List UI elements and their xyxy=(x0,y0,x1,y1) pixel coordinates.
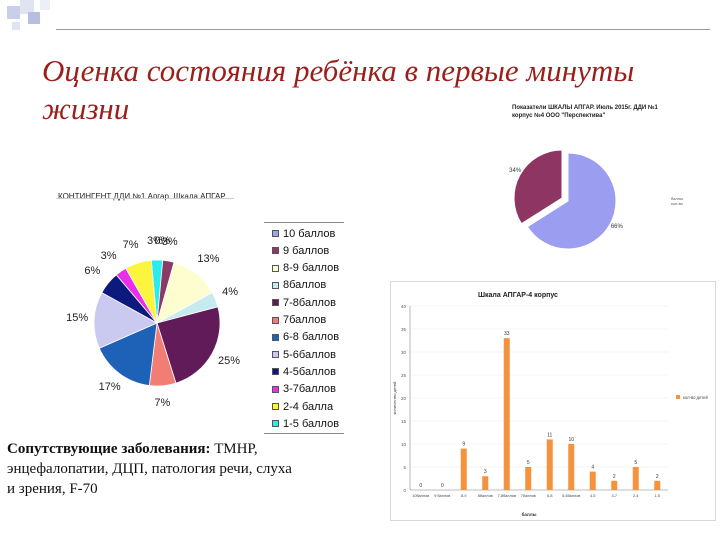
pie1-data-label: 25% xyxy=(217,355,240,368)
pie1-data-label: 3% xyxy=(161,236,178,249)
pie1-legend-item: 3-7баллов xyxy=(272,381,336,398)
comorbidities-line-2: энцефалопатии, ДЦП, патология речи, слух… xyxy=(7,461,292,477)
pie2-title: Показатели ШКАЛЫ АПГАР. Июль 2015г. ДДИ … xyxy=(512,105,658,119)
pie1-data-label: 15% xyxy=(66,312,89,325)
pie1-slice xyxy=(156,261,213,324)
pie1-legend-label: 4-5баллов xyxy=(283,365,336,378)
corner-square xyxy=(20,0,34,14)
pie1-legend-item: 2-4 балла xyxy=(272,398,333,415)
pie1-legend: 10 баллов 9 баллов 8-9 баллов 8баллов 7-8бал… xyxy=(264,222,344,434)
pie1-legend-item: 5-6баллов xyxy=(272,346,336,363)
pie1-slice xyxy=(125,259,158,324)
pie1-legend-swatch xyxy=(272,420,279,428)
slide-title: Оценка состояния ребёнка в первые минуты… xyxy=(42,53,635,126)
comorbidities-line-3: и зрения, F-70 xyxy=(7,481,98,497)
pie1-data-label: 13% xyxy=(197,252,220,265)
corner-square xyxy=(40,0,50,10)
header-rule xyxy=(56,29,710,30)
pie1-legend-swatch xyxy=(272,316,279,324)
pie1-data-label: 4% xyxy=(222,285,239,298)
pie1-slice xyxy=(148,322,177,387)
pie1-slice xyxy=(156,259,175,324)
pie1-data-label: 7% xyxy=(154,396,171,409)
pie1-legend-item: 10 баллов xyxy=(272,225,335,242)
pie1-legend-label: 2-4 балла xyxy=(283,400,334,413)
pie1-legend-item: 4-5баллов xyxy=(272,363,336,380)
comorbidities-line-1: ТМНР, xyxy=(210,441,258,457)
pie2-slice xyxy=(513,149,563,225)
pie1-legend-swatch xyxy=(272,403,279,410)
pie1-data-label: 3% xyxy=(147,235,163,247)
pie1-legend-swatch xyxy=(272,247,279,255)
pie2-legend: баллы кол-во xyxy=(671,196,683,206)
pie1-legend-item: 7-8баллов xyxy=(272,294,336,311)
pie1-legend-item: 9 баллов xyxy=(272,242,329,259)
pie1-legend-swatch xyxy=(272,230,279,237)
pie1-legend-item: 7баллов xyxy=(272,312,326,329)
pie1-legend-item: 1-5 баллов xyxy=(272,415,339,432)
pie2-legend-item: кол-во xyxy=(671,201,683,206)
pie1-legend-swatch xyxy=(272,385,279,393)
bar-chart-title: Шкала АПГАР-4 корпус xyxy=(478,292,558,299)
pie2-legend-item: баллы xyxy=(671,196,683,201)
pie1-slice xyxy=(156,292,219,324)
pie1-data-label: 17% xyxy=(98,380,121,393)
pie1-legend-label: 7-8баллов xyxy=(283,296,336,309)
pie1-legend-item: 8-9 баллов xyxy=(272,260,339,277)
pie1-legend-swatch xyxy=(272,264,279,272)
pie1-legend-swatch xyxy=(272,368,279,376)
pie1-legend-label: 10 баллов xyxy=(283,227,336,240)
pie1-slice xyxy=(98,322,158,386)
pie1-slice xyxy=(93,292,158,349)
pie2-slice xyxy=(526,152,617,250)
pie1-legend-swatch xyxy=(272,299,279,307)
corner-square xyxy=(7,6,20,19)
pie1-title: КОНТИНГЕНТ ДДИ №1 Апгар. Шкала АПГАР xyxy=(58,192,226,201)
pie1-legend-label: 1-5 баллов xyxy=(283,417,340,430)
pie1-legend-item: 6-8 баллов xyxy=(272,329,339,346)
pie1-data-label: 7% xyxy=(122,238,139,251)
corner-square xyxy=(12,22,20,30)
pie2-data-label: 34% xyxy=(509,168,522,174)
pie1-data-label: 6% xyxy=(84,264,101,277)
pie1-slice xyxy=(101,274,158,324)
pie1-legend-label: 9 баллов xyxy=(283,244,330,257)
bar-chart-panel xyxy=(390,281,716,521)
pie1-legend-swatch xyxy=(272,333,279,341)
pie1-legend-label: 5-6баллов xyxy=(283,348,336,361)
pie1-legend-item: 8баллов xyxy=(272,277,326,294)
pie1-legend-swatch xyxy=(272,351,279,359)
pie1-legend-label: 8-9 баллов xyxy=(283,262,340,275)
pie1-data-label: 0% xyxy=(154,235,171,248)
pie1-legend-swatch xyxy=(272,281,279,289)
pie1-legend-label: 8баллов xyxy=(283,279,327,292)
comorbidities-label: Сопутствующие заболевания: xyxy=(7,441,211,457)
corner-square xyxy=(28,12,40,24)
comorbidities-text: Сопутствующие заболевания: ТМНР, энцефал… xyxy=(7,439,387,499)
pie1-data-label: 3% xyxy=(100,249,117,262)
pie1-slice xyxy=(156,306,221,384)
pie1-slice xyxy=(150,259,164,324)
pie1-title-rule xyxy=(56,198,234,199)
pie1-legend-label: 7баллов xyxy=(283,314,327,326)
pie1-legend-label: 6-8 баллов xyxy=(283,331,340,344)
pie2-data-label: 66% xyxy=(611,224,624,230)
pie1-slice xyxy=(115,267,158,324)
pie1-legend-label: 3-7баллов xyxy=(283,383,336,396)
